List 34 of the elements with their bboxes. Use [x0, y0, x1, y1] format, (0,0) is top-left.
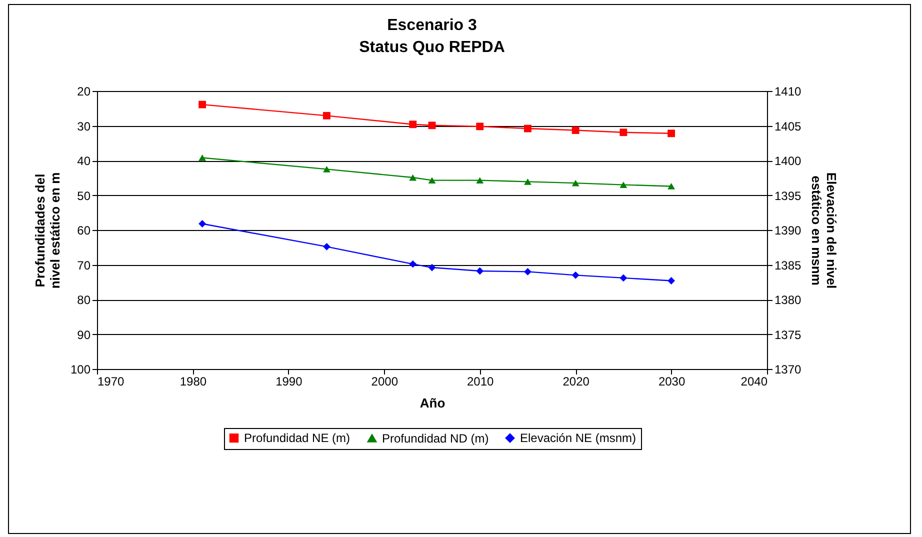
x-tick-label: 2010: [467, 374, 494, 388]
y2-tick-label: 1390: [774, 224, 802, 238]
y2-tick-label: 1370: [774, 362, 802, 376]
y-tick-label: 80: [77, 293, 91, 307]
chart-subtitle: Status Quo REPDA: [359, 39, 506, 56]
legend-label: Profundidad ND (m): [382, 431, 489, 446]
legend-label: Elevación NE (msnm): [520, 431, 636, 446]
y2-tick-label: 1405: [774, 119, 802, 134]
y-tick-label: 70: [77, 258, 91, 272]
legend-label: Profundidad NE (m): [244, 431, 350, 446]
y-tick-label: 60: [77, 224, 91, 238]
y2-tick-label: 1375: [774, 328, 802, 342]
y-tick-label: 20: [77, 84, 91, 98]
x-axis-title: Año: [420, 396, 446, 410]
y2-tick-label: 1395: [774, 188, 802, 203]
y-tick-label: 40: [77, 154, 91, 168]
x-tick-label: 2030: [658, 374, 686, 388]
x-tick-label: 1970: [98, 374, 125, 388]
y-tick-label: 30: [77, 119, 91, 134]
chart-title: Escenario 3: [387, 17, 478, 34]
x-tick-label: 2020: [562, 374, 590, 388]
y2-axis-title: Elevación del nivel estático en msnm: [809, 172, 840, 289]
y-axis-title: Profundidades del nivel estático en m: [32, 172, 62, 289]
y2-tick-label: 1385: [774, 258, 802, 272]
y2-tick-label: 1400: [774, 154, 802, 168]
y-tick-label: 90: [77, 328, 91, 342]
x-tick-label: 1990: [276, 374, 303, 388]
y2-tick-label: 1380: [774, 293, 802, 307]
x-tick-label: 2040: [740, 374, 768, 388]
y2-tick-label: 1410: [774, 84, 802, 98]
y-tick-label: 50: [77, 188, 91, 203]
x-tick-label: 1980: [180, 374, 207, 388]
x-tick-label: 2000: [371, 374, 398, 388]
y-tick-label: 100: [70, 362, 91, 376]
